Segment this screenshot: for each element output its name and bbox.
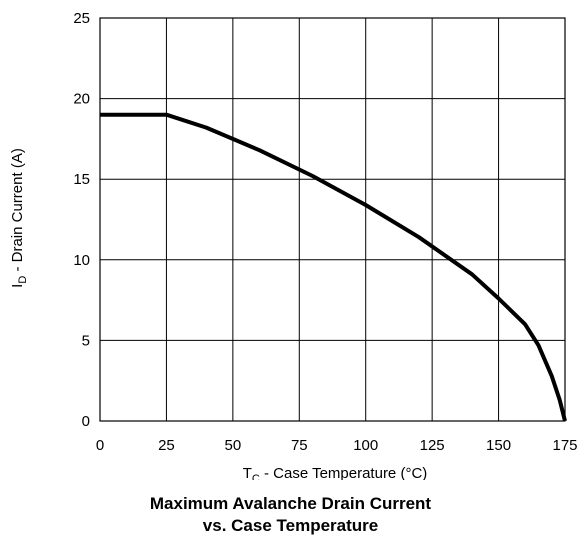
y-axis-label-prefix: I [9, 284, 26, 288]
x-tick-label: 50 [225, 437, 242, 454]
x-tick-label: 125 [420, 437, 445, 454]
y-tick-label: 20 [73, 91, 90, 108]
x-tick-label: 25 [158, 437, 175, 454]
x-axis-label: TC - Case Temperature (°C) [243, 465, 428, 480]
y-axis-label-suffix: - Drain Current (A) [9, 148, 26, 276]
x-tick-label: 100 [353, 437, 378, 454]
y-axis-label: ID - Drain Current (A) [9, 148, 29, 288]
y-axis-label-subscript: D [17, 276, 29, 284]
x-axis-label-subscript: C [252, 473, 260, 480]
chart: 0 25 50 75 100 125 150 175 0 5 10 15 20 25 TC - Case… [9, 10, 578, 480]
x-tick-label: 150 [486, 437, 511, 454]
chart-title-line-1: Maximum Avalanche Drain Current [149, 494, 432, 513]
x-axis-label-prefix: T [243, 465, 252, 480]
y-tick-label: 10 [73, 252, 90, 269]
y-tick-label: 15 [73, 171, 90, 188]
x-tick-label: 75 [291, 437, 308, 454]
x-tick-labels: 0 25 50 75 100 125 150 175 [96, 437, 578, 454]
y-tick-label: 5 [82, 332, 90, 349]
grid-lines [99, 17, 566, 422]
y-tick-label: 25 [73, 10, 90, 27]
x-tick-label: 0 [96, 437, 104, 454]
plot-frame [99, 17, 566, 422]
y-tick-labels: 0 5 10 15 20 25 [73, 10, 90, 430]
data-series-line [100, 112, 567, 422]
chart-title-line-2: vs. Case Temperature [202, 516, 379, 535]
x-axis-label-suffix: - Case Temperature (°C) [260, 465, 427, 480]
x-tick-label: 175 [552, 437, 577, 454]
y-tick-label: 0 [82, 413, 90, 430]
